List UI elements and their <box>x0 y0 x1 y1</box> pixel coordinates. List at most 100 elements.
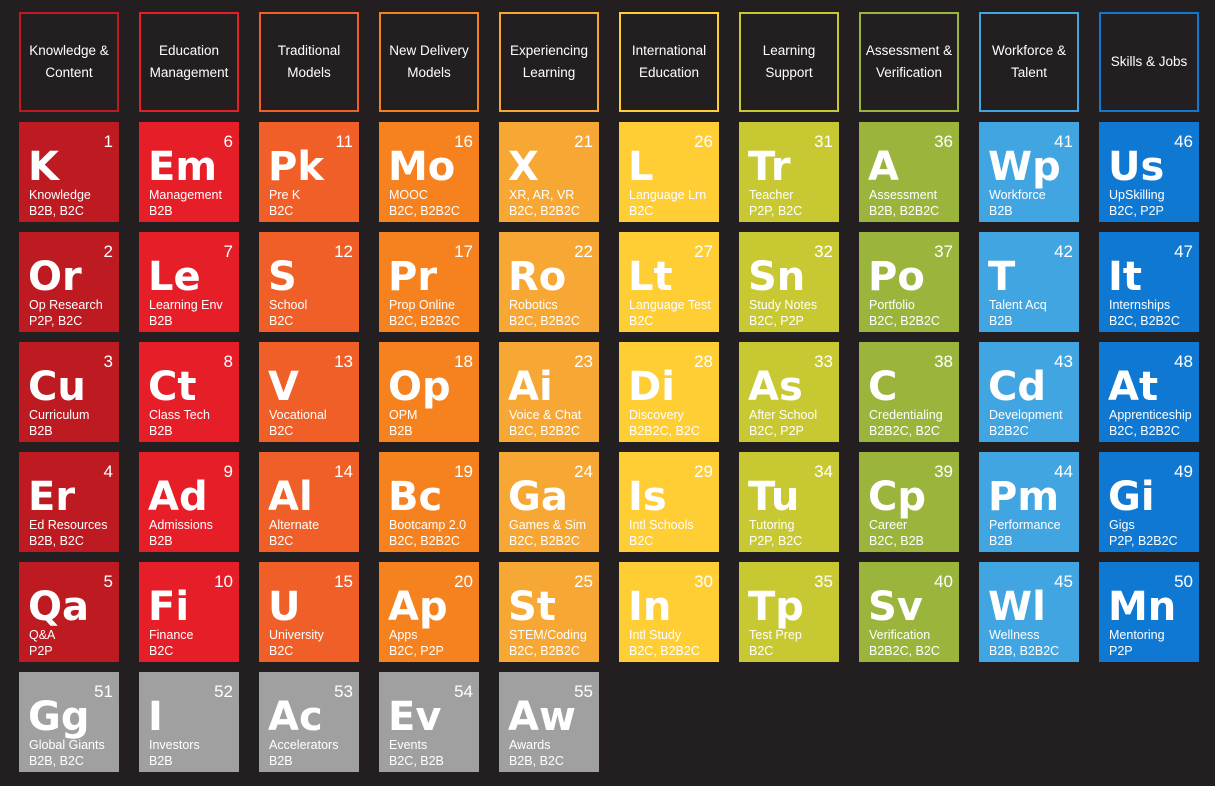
element-tile[interactable]: 44 Pm Performance B2B <box>979 452 1079 552</box>
element-tile[interactable]: 4 Er Ed Resources B2B, B2C <box>19 452 119 552</box>
element-tile[interactable]: 35 Tp Test Prep B2C <box>739 562 839 662</box>
column-header-label: Education <box>638 65 700 80</box>
element-tile[interactable]: 54 Ev Events B2C, B2B <box>379 672 479 772</box>
element-tile[interactable]: 26 L Language Lrn B2C <box>619 122 719 222</box>
element-symbol: Mn <box>1108 584 1177 630</box>
element-tile[interactable]: 12 S School B2C <box>259 232 359 332</box>
column-header-label: Learning <box>522 65 576 80</box>
element-tile[interactable]: 38 C Credentialing B2B2C, B2C <box>859 342 959 442</box>
element-tile[interactable]: 5 Qa Q&A P2P <box>19 562 119 662</box>
element-tile[interactable]: 13 V Vocational B2C <box>259 342 359 442</box>
element-number: 38 <box>934 352 953 371</box>
element-business-model: B2B, B2C <box>29 534 84 548</box>
element-tile[interactable]: 41 Wp Workforce B2B <box>979 122 1079 222</box>
element-tile[interactable]: 51 Gg Global Giants B2B, B2C <box>19 672 119 772</box>
element-name: Language Lrn <box>629 188 707 202</box>
element-business-model: B2B, B2B2C <box>869 204 940 218</box>
element-tile[interactable]: 49 Gi Gigs P2P, B2B2C <box>1099 452 1199 552</box>
element-tile[interactable]: 36 A Assessment B2B, B2B2C <box>859 122 959 222</box>
element-tile[interactable]: 37 Po Portfolio B2C, B2B2C <box>859 232 959 332</box>
element-tile[interactable]: 33 As After School B2C, P2P <box>739 342 839 442</box>
column-header: Traditional Models <box>259 12 359 112</box>
element-business-model: P2P, B2B2C <box>1109 534 1178 548</box>
element-tile[interactable]: 50 Mn Mentoring P2P <box>1099 562 1199 662</box>
element-tile[interactable]: 28 Di Discovery B2B2C, B2C <box>619 342 719 442</box>
element-symbol: Ct <box>148 364 197 410</box>
element-business-model: P2P, B2C <box>749 534 803 548</box>
element-tile[interactable]: 20 Ap Apps B2C, P2P <box>379 562 479 662</box>
element-tile[interactable]: 55 Aw Awards B2B, B2C <box>499 672 599 772</box>
element-number: 34 <box>814 462 833 481</box>
element-tile[interactable]: 42 T Talent Acq B2B <box>979 232 1079 332</box>
element-tile[interactable]: 45 Wl Wellness B2B, B2B2C <box>979 562 1079 662</box>
column-header-label: New Delivery <box>389 43 469 58</box>
element-tile[interactable]: 18 Op OPM B2B <box>379 342 479 442</box>
element-name: Ed Resources <box>29 518 108 532</box>
element-tile[interactable]: 47 It Internships B2C, B2B2C <box>1099 232 1199 332</box>
element-symbol: Le <box>148 254 201 300</box>
element-tile[interactable]: 22 Ro Robotics B2C, B2B2C <box>499 232 599 332</box>
element-tile[interactable]: 43 Cd Development B2B2C <box>979 342 1079 442</box>
element-tile[interactable]: 32 Sn Study Notes B2C, P2P <box>739 232 839 332</box>
element-symbol: T <box>988 254 1016 300</box>
element-tile[interactable]: 52 I Investors B2B <box>139 672 239 772</box>
element-tile[interactable]: 15 U University B2C <box>259 562 359 662</box>
element-name: Tutoring <box>749 518 795 532</box>
element-business-model: B2B <box>149 534 173 548</box>
element-symbol: Op <box>388 364 451 410</box>
element-tile[interactable]: 24 Ga Games & Sim B2C, B2B2C <box>499 452 599 552</box>
element-tile[interactable]: 46 Us UpSkilling B2C, P2P <box>1099 122 1199 222</box>
element-symbol: Fi <box>148 584 190 630</box>
element-tile[interactable]: 10 Fi Finance B2C <box>139 562 239 662</box>
element-tile[interactable]: 48 At Apprenticeship B2C, B2B2C <box>1099 342 1199 442</box>
element-name: Global Giants <box>29 738 105 752</box>
element-number: 51 <box>94 682 113 701</box>
element-tile[interactable]: 25 St STEM/Coding B2C, B2B2C <box>499 562 599 662</box>
element-name: Class Tech <box>149 408 210 422</box>
element-symbol: Qa <box>28 584 89 630</box>
element-tile[interactable]: 14 Al Alternate B2C <box>259 452 359 552</box>
element-symbol: Gi <box>1108 474 1155 520</box>
element-business-model: B2C <box>269 314 294 328</box>
element-tile[interactable]: 23 Ai Voice & Chat B2C, B2B2C <box>499 342 599 442</box>
column-header-label: International <box>631 43 707 58</box>
element-business-model: B2B, B2B2C <box>989 644 1060 658</box>
element-tile[interactable]: 21 X XR, AR, VR B2C, B2B2C <box>499 122 599 222</box>
element-tile[interactable]: 7 Le Learning Env B2B <box>139 232 239 332</box>
element-tile[interactable]: 11 Pk Pre K B2C <box>259 122 359 222</box>
element-tile[interactable]: 6 Em Management B2B <box>139 122 239 222</box>
element-number: 39 <box>934 462 953 481</box>
element-tile[interactable]: 39 Cp Career B2C, B2B <box>859 452 959 552</box>
element-symbol: In <box>628 584 672 630</box>
element-tile[interactable]: 16 Mo MOOC B2C, B2B2C <box>379 122 479 222</box>
element-symbol: It <box>1108 254 1143 300</box>
element-tile[interactable]: 29 Is Intl Schools B2C <box>619 452 719 552</box>
element-business-model: B2C, B2B2C <box>509 534 580 548</box>
element-symbol: Mo <box>388 144 456 190</box>
element-tile[interactable]: 40 Sv Verification B2B2C, B2C <box>859 562 959 662</box>
element-tile[interactable]: 19 Bc Bootcamp 2.0 B2C, B2B2C <box>379 452 479 552</box>
element-business-model: B2C <box>629 534 654 548</box>
element-tile[interactable]: 8 Ct Class Tech B2B <box>139 342 239 442</box>
element-number: 12 <box>334 242 353 261</box>
element-name: Knowledge <box>29 188 91 202</box>
column-header-label: Models <box>287 65 331 80</box>
element-name: Vocational <box>269 408 327 422</box>
element-name: Teacher <box>749 188 794 202</box>
element-tile[interactable]: 1 K Knowledge B2B, B2C <box>19 122 119 222</box>
element-tile[interactable]: 53 Ac Accelerators B2B <box>259 672 359 772</box>
element-tile[interactable]: 17 Pr Prop Online B2C, B2B2C <box>379 232 479 332</box>
element-tile[interactable]: 31 Tr Teacher P2P, B2C <box>739 122 839 222</box>
element-tile[interactable]: 9 Ad Admissions B2B <box>139 452 239 552</box>
element-number: 45 <box>1054 572 1073 591</box>
element-business-model: B2C, B2B2C <box>509 204 580 218</box>
element-symbol: Ad <box>148 474 208 520</box>
element-tile[interactable]: 34 Tu Tutoring P2P, B2C <box>739 452 839 552</box>
element-tile[interactable]: 30 In Intl Study B2C, B2B2C <box>619 562 719 662</box>
element-tile[interactable]: 27 Lt Language Test B2C <box>619 232 719 332</box>
element-business-model: B2C <box>269 644 294 658</box>
element-number: 49 <box>1174 462 1193 481</box>
element-tile[interactable]: 2 Or Op Research P2P, B2C <box>19 232 119 332</box>
element-tile[interactable]: 3 Cu Curriculum B2B <box>19 342 119 442</box>
element-number: 37 <box>934 242 953 261</box>
